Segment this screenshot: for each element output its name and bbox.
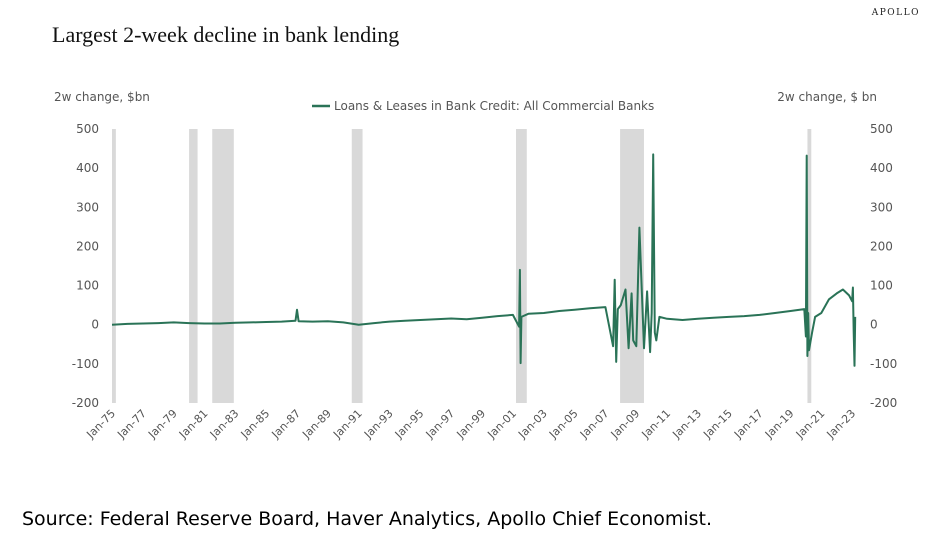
recession-band xyxy=(515,129,527,403)
x-tick-label: Jan-79 xyxy=(145,407,180,442)
y-tick-right: 0 xyxy=(870,318,878,332)
chart-title: Largest 2-week decline in bank lending xyxy=(52,22,400,47)
x-tick-label: Jan-75 xyxy=(84,407,119,442)
series-line xyxy=(111,153,857,367)
x-tick-label: Jan-81 xyxy=(176,407,211,442)
x-tick-label: Jan-93 xyxy=(361,407,396,442)
source-note: Source: Federal Reserve Board, Haver Ana… xyxy=(22,508,713,530)
y-tick-left: 200 xyxy=(76,239,99,253)
x-tick-label: Jan-91 xyxy=(330,407,365,442)
x-tick-label: Jan-85 xyxy=(238,407,273,442)
recession-band xyxy=(112,129,116,403)
x-tick-label: Jan-15 xyxy=(700,407,735,442)
x-ticks: Jan-75Jan-77Jan-79Jan-81Jan-83Jan-85Jan-… xyxy=(84,407,859,442)
x-tick-label: Jan-01 xyxy=(484,407,519,442)
y-tick-right: 200 xyxy=(870,239,893,253)
x-tick-label: Jan-05 xyxy=(546,407,581,442)
x-tick-label: Jan-09 xyxy=(608,407,643,442)
legend-label: Loans & Leases in Bank Credit: All Comme… xyxy=(334,99,654,113)
y-tick-right: 100 xyxy=(870,279,893,293)
x-tick-label: Jan-19 xyxy=(762,407,797,442)
y-tick-left: -200 xyxy=(72,396,99,410)
x-tick-label: Jan-23 xyxy=(824,407,859,442)
y-tick-right: -100 xyxy=(870,357,897,371)
x-tick-label: Jan-07 xyxy=(577,407,612,442)
x-tick-label: Jan-77 xyxy=(114,407,149,442)
y-axis-label-left: 2w change, $bn xyxy=(54,90,150,104)
recession-bands xyxy=(112,129,812,403)
y-axis-label-right: 2w change, $ bn xyxy=(777,90,877,104)
x-tick-label: Jan-89 xyxy=(299,407,334,442)
x-tick-label: Jan-87 xyxy=(269,407,304,442)
x-tick-label: Jan-97 xyxy=(423,407,458,442)
chart-svg: 500 500 400 400 300 300 200 200 100 100 0 0 -100 -100… xyxy=(54,90,897,442)
x-tick-label: Jan-99 xyxy=(454,407,489,442)
x-tick-label: Jan-17 xyxy=(731,407,766,442)
recession-band xyxy=(189,129,198,403)
y-ticks: 500 500 400 400 300 300 200 200 100 100 0 0 -100 -100… xyxy=(72,122,897,410)
x-tick-label: Jan-13 xyxy=(669,407,704,442)
y-tick-left: 100 xyxy=(76,279,99,293)
x-tick-label: Jan-03 xyxy=(515,407,550,442)
recession-band xyxy=(620,129,644,403)
y-tick-right: 400 xyxy=(870,161,893,175)
x-tick-label: Jan-11 xyxy=(639,407,674,442)
x-tick-label: Jan-83 xyxy=(207,407,242,442)
y-tick-right: -200 xyxy=(870,396,897,410)
legend: Loans & Leases in Bank Credit: All Comme… xyxy=(312,99,654,113)
x-tick-label: Jan-95 xyxy=(392,407,427,442)
recession-band xyxy=(351,129,363,403)
brand-logo: APOLLO xyxy=(871,8,920,18)
y-tick-right: 300 xyxy=(870,200,893,214)
y-tick-left: -100 xyxy=(72,357,99,371)
y-tick-right: 500 xyxy=(870,122,893,136)
y-tick-left: 0 xyxy=(91,318,99,332)
x-tick-label: Jan-21 xyxy=(793,407,828,442)
recession-band xyxy=(807,129,812,403)
y-tick-left: 400 xyxy=(76,161,99,175)
recession-band xyxy=(212,129,234,403)
y-tick-left: 300 xyxy=(76,200,99,214)
y-tick-left: 500 xyxy=(76,122,99,136)
series-group xyxy=(111,153,857,367)
